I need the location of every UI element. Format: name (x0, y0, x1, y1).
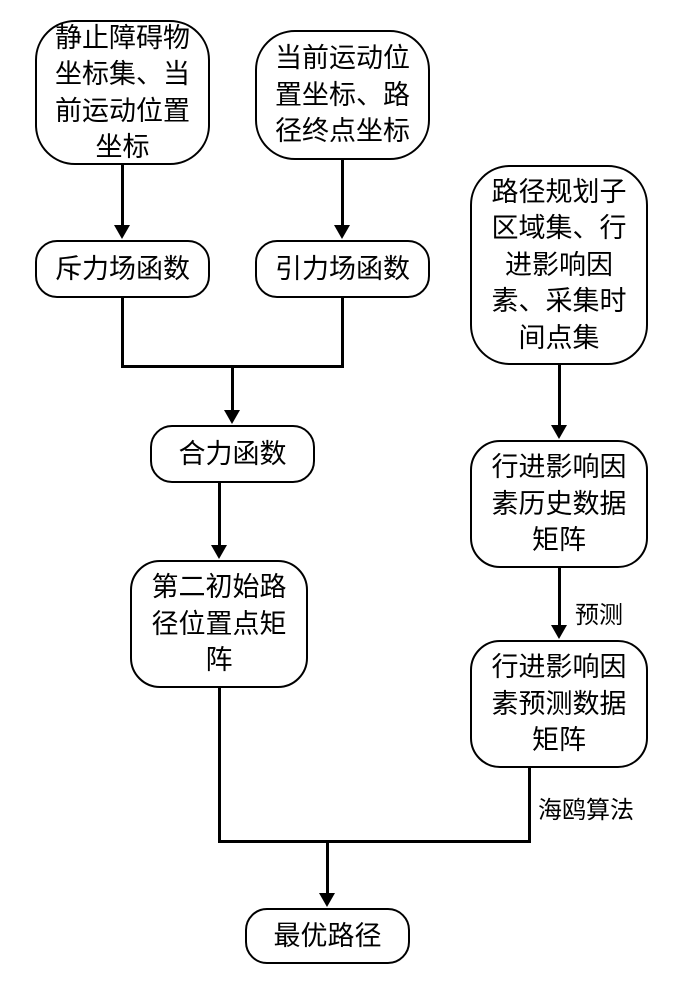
arrow-head-icon (319, 893, 335, 907)
node-prediction-matrix: 行进影响因素预测数据矩阵 (470, 640, 648, 768)
arrow-head-icon (114, 225, 130, 239)
node-attractive-field: 引力场函数 (255, 240, 430, 298)
arrow-head-icon (551, 425, 567, 439)
edge-label-text: 预测 (575, 602, 623, 629)
node-label: 静止障碍物坐标集、当前运动位置坐标 (49, 20, 196, 166)
arrow-head-icon (224, 410, 240, 424)
arrow-head-icon (334, 225, 350, 239)
edge-label-predict: 预测 (575, 595, 623, 630)
arrow-head-icon (551, 625, 567, 639)
node-label: 第二初始路径位置点矩阵 (144, 569, 294, 678)
arrow-head-icon (211, 545, 227, 559)
edge (218, 840, 329, 843)
edge (121, 365, 234, 368)
node-label: 行进影响因素历史数据矩阵 (484, 449, 634, 558)
edge (341, 160, 344, 227)
node-repulsive-field: 斥力场函数 (35, 240, 210, 298)
edge (218, 483, 221, 547)
node-label: 路径规划子区域集、行进影响因素、采集时间点集 (484, 174, 634, 356)
node-label: 引力场函数 (275, 251, 410, 287)
edge (231, 365, 344, 368)
edge (121, 298, 124, 365)
edge (326, 840, 531, 843)
node-path-planning-subregion: 路径规划子区域集、行进影响因素、采集时间点集 (470, 165, 648, 365)
node-optimal-path: 最优路径 (245, 908, 410, 964)
node-label: 合力函数 (179, 436, 287, 472)
edge (326, 840, 329, 895)
edge-label-text: 海鸥算法 (538, 797, 634, 824)
edge (341, 298, 344, 365)
node-static-obstacle: 静止障碍物坐标集、当前运动位置坐标 (35, 20, 210, 165)
node-label: 当前运动位置坐标、路径终点坐标 (269, 40, 416, 149)
node-history-matrix: 行进影响因素历史数据矩阵 (470, 440, 648, 568)
edge (121, 165, 124, 227)
edge (528, 768, 531, 843)
edge (218, 688, 221, 840)
node-combined-force: 合力函数 (150, 425, 315, 483)
edge-label-seagull-algorithm: 海鸥算法 (538, 790, 634, 825)
edge (558, 365, 561, 427)
node-label: 斥力场函数 (55, 251, 190, 287)
edge (558, 568, 561, 627)
node-current-motion: 当前运动位置坐标、路径终点坐标 (255, 30, 430, 160)
node-label: 最优路径 (274, 918, 382, 954)
edge (231, 365, 234, 412)
node-initial-path-matrix: 第二初始路径位置点矩阵 (130, 560, 308, 688)
node-label: 行进影响因素预测数据矩阵 (484, 649, 634, 758)
